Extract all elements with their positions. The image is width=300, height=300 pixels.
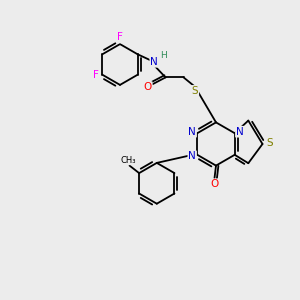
Text: N: N — [188, 151, 196, 161]
Text: CH₃: CH₃ — [120, 156, 136, 165]
Text: N: N — [150, 57, 158, 67]
Text: O: O — [143, 82, 152, 92]
Text: S: S — [192, 86, 198, 96]
Text: N: N — [188, 127, 196, 137]
Text: S: S — [267, 138, 273, 148]
Text: O: O — [210, 179, 219, 189]
Text: H: H — [160, 51, 166, 60]
Text: F: F — [93, 70, 99, 80]
Text: N: N — [236, 127, 244, 137]
Text: F: F — [117, 32, 123, 43]
